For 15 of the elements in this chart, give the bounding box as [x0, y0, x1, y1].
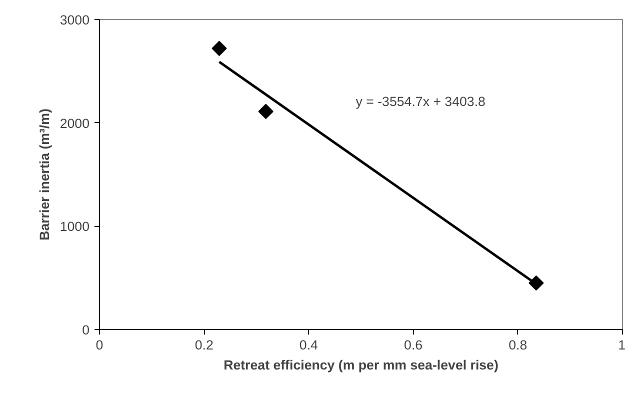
- annotation: y = -3554.7x + 3403.8: [356, 94, 486, 110]
- y-tick-label: 0: [82, 322, 90, 338]
- y-tick-label: 1000: [60, 219, 90, 234]
- x-tick-label: 0.8: [508, 338, 528, 352]
- point: [258, 104, 274, 120]
- y-axis-title: Barrier inertia (m³/m): [36, 108, 52, 240]
- x-tick-label: 0.6: [404, 338, 423, 352]
- x-tick-label: 0.4: [299, 338, 319, 352]
- x-axis-title: Retreat efficiency (m per mm sea-level rise): [224, 358, 498, 372]
- y-tick-label: 2000: [60, 116, 90, 131]
- x-tick-label: 0: [96, 338, 104, 352]
- x-tick-label: 0.2: [194, 338, 214, 352]
- point: [212, 40, 227, 56]
- x-tick-label: 1: [618, 338, 625, 352]
- y-tick-label: 3000: [60, 12, 90, 28]
